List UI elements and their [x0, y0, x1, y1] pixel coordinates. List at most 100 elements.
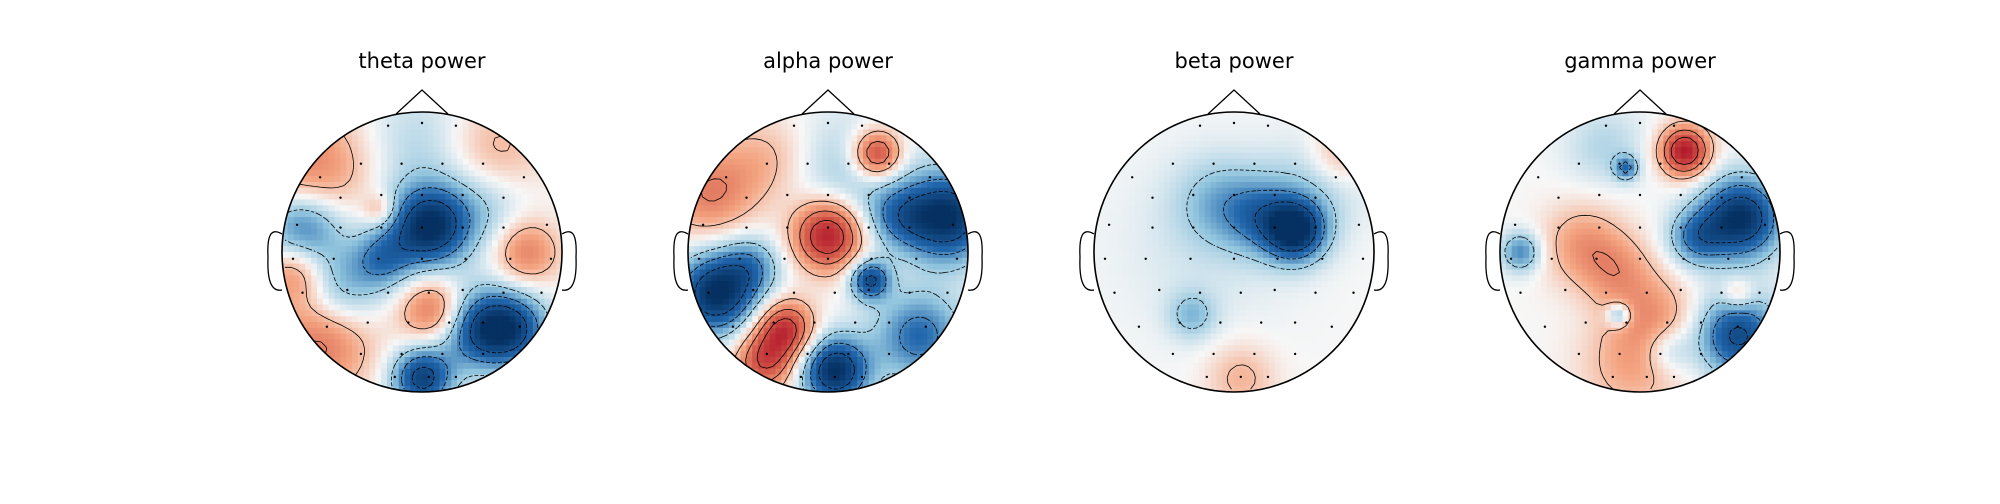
- heatmap-cell: [845, 362, 852, 370]
- heatmap-cell: [445, 152, 452, 160]
- heatmap-cell: [439, 333, 446, 341]
- heatmap-cell: [480, 287, 487, 294]
- heatmap-cell: [346, 222, 353, 230]
- heatmap-cell: [317, 275, 324, 282]
- heatmap-cell: [317, 176, 324, 183]
- heatmap-cell: [962, 327, 968, 335]
- heatmap-cell: [1105, 187, 1113, 195]
- heatmap-cell: [1094, 263, 1101, 271]
- heatmap-cell: [480, 298, 487, 306]
- heatmap-cell: [305, 275, 312, 282]
- heatmap-cell: [728, 310, 736, 317]
- heatmap-cell: [752, 362, 759, 370]
- heatmap-cell: [317, 211, 324, 218]
- heatmap-cell: [439, 222, 446, 230]
- heatmap-cell: [433, 374, 441, 381]
- heatmap-cell: [556, 187, 562, 195]
- heatmap-cell: [340, 386, 347, 392]
- heatmap-cell: [933, 327, 940, 335]
- heatmap-cell: [938, 135, 946, 142]
- heatmap-cell: [734, 310, 742, 317]
- heatmap-cell: [886, 327, 893, 335]
- heatmap-cell: [416, 193, 423, 201]
- heatmap-cell: [322, 164, 330, 171]
- heatmap-cell: [474, 362, 481, 370]
- heatmap-cell: [705, 182, 712, 189]
- heatmap-cell: [462, 147, 470, 154]
- heatmap-cell: [451, 170, 458, 177]
- heatmap-cell: [1099, 269, 1107, 276]
- heatmap-cell: [775, 170, 782, 177]
- heatmap-cell: [857, 252, 864, 259]
- heatmap-cell: [503, 176, 511, 183]
- heatmap-cell: [962, 316, 968, 323]
- sensor-marker: [745, 226, 748, 229]
- heatmap-cell: [839, 222, 847, 230]
- heatmap-cell: [457, 176, 464, 183]
- heatmap-cell: [950, 269, 957, 276]
- heatmap-cell: [857, 147, 864, 154]
- heatmap-cell: [915, 257, 922, 265]
- heatmap-cell: [369, 205, 376, 212]
- heatmap-cell: [892, 252, 899, 259]
- heatmap-cell: [503, 374, 511, 381]
- heatmap-cell: [340, 147, 347, 154]
- heatmap-cell: [775, 322, 782, 329]
- heatmap-cell: [938, 368, 946, 376]
- heatmap-cell: [328, 292, 336, 300]
- heatmap-cell: [369, 252, 376, 259]
- heatmap-cell: [369, 275, 376, 282]
- heatmap-cell: [752, 322, 759, 329]
- heatmap-cell: [422, 281, 429, 288]
- heatmap-cell: [828, 129, 835, 136]
- heatmap-cell: [492, 117, 499, 125]
- heatmap-cell: [1117, 386, 1124, 392]
- heatmap-cell: [688, 199, 695, 206]
- heatmap-cell: [1105, 141, 1113, 148]
- heatmap-cell: [839, 234, 847, 241]
- heatmap-cell: [944, 117, 952, 125]
- heatmap-cell: [839, 199, 847, 206]
- heatmap-cell: [758, 322, 765, 329]
- heatmap-cell: [938, 152, 946, 160]
- heatmap-cell: [734, 234, 742, 241]
- heatmap-cell: [857, 351, 864, 358]
- heatmap-cell: [892, 182, 899, 189]
- heatmap-cell: [798, 117, 806, 125]
- heatmap-cell: [1105, 374, 1113, 381]
- contour-negative: [284, 167, 552, 390]
- heatmap-cell: [816, 298, 823, 306]
- heatmap-cell: [798, 304, 806, 311]
- heatmap-cell: [433, 176, 441, 183]
- heatmap-cell: [387, 176, 394, 183]
- heatmap-cell: [352, 351, 359, 358]
- heatmap-cell: [346, 187, 353, 195]
- heatmap-cell: [544, 152, 551, 160]
- heatmap-cell: [317, 333, 324, 341]
- heatmap-cell: [451, 123, 458, 131]
- heatmap-cell: [398, 316, 406, 323]
- heatmap-cell: [933, 147, 940, 154]
- heatmap-cell: [532, 152, 540, 160]
- heatmap-cell: [705, 374, 712, 381]
- heatmap-cell: [933, 164, 940, 171]
- heatmap-cell: [717, 275, 724, 282]
- heatmap-cell: [363, 263, 371, 271]
- heatmap-cell: [369, 386, 376, 392]
- heatmap-cell: [410, 304, 417, 311]
- heatmap-cell: [740, 141, 747, 148]
- heatmap-cell: [556, 228, 562, 236]
- heatmap-cell: [480, 310, 487, 317]
- heatmap-cell: [1123, 112, 1130, 119]
- heatmap-cell: [357, 316, 365, 323]
- heatmap-cell: [1111, 357, 1118, 364]
- sensor-marker: [420, 193, 424, 197]
- heatmap-cell: [699, 269, 707, 276]
- heatmap-cell: [410, 351, 417, 358]
- heatmap-cell: [892, 339, 899, 346]
- heatmap-cell: [527, 147, 534, 154]
- heatmap-cell: [550, 333, 557, 341]
- heatmap-cell: [468, 182, 476, 189]
- heatmap-cell: [833, 164, 841, 171]
- heatmap-cell: [933, 141, 940, 148]
